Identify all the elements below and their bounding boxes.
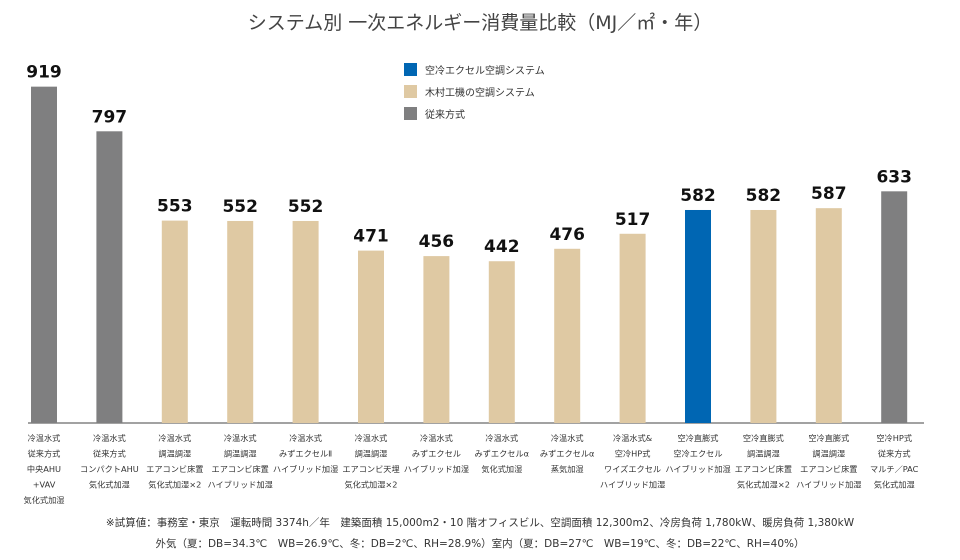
footnote-climate: 外気（夏：DB=34.3℃ WB=26.9℃、冬：DB=2℃、RH=28.9%）… — [155, 538, 805, 550]
category-label: 冷温水式 — [355, 433, 388, 443]
category-label: みずエクセルα — [540, 449, 595, 459]
category-label: 空冷エクセル — [673, 449, 722, 459]
bar-value-label: 797 — [92, 107, 128, 127]
bar-value-label: 471 — [353, 227, 389, 247]
bar-value-label: 633 — [876, 167, 912, 187]
category-label: エアコンビ床置 — [146, 464, 203, 474]
bar-value-label: 476 — [549, 225, 585, 245]
category-label: 調温調湿 — [747, 449, 780, 459]
category-label: 気化式加湿 — [874, 480, 915, 490]
category-label: 気化式加湿×2 — [344, 480, 397, 490]
legend-swatch — [404, 106, 417, 120]
legend-swatch — [404, 84, 417, 98]
category-label: 冷温水式 — [551, 433, 584, 443]
category-label: ハイブリッド加湿 — [208, 480, 273, 490]
bars-group — [31, 86, 908, 423]
legend-item: 木村工機の空調システム — [404, 81, 545, 101]
legend-item: 従来方式 — [404, 103, 545, 123]
bar — [31, 86, 57, 423]
category-label: 気化式加湿 — [481, 464, 522, 474]
category-label: 蒸気加湿 — [551, 464, 584, 474]
category-label: ハイブリッド加湿 — [665, 464, 730, 474]
bar — [96, 131, 123, 423]
category-label: 冷温水式 — [158, 433, 191, 443]
category-label: みずエクセルⅡ — [279, 449, 332, 459]
category-label: エアコンビ床置 — [212, 464, 269, 474]
legend-label: 空冷エクセル空調システム — [425, 65, 545, 77]
category-label: 従来方式 — [93, 449, 126, 459]
bar — [619, 233, 646, 423]
category-label: 空冷直膨式 — [808, 433, 849, 443]
bar — [554, 248, 581, 423]
category-label: ワイズエクセル — [604, 464, 661, 474]
category-label: +VAV — [33, 480, 56, 490]
bar — [423, 256, 450, 423]
category-label: ハイブリッド加湿 — [273, 464, 338, 474]
bar-value-label: 587 — [811, 184, 847, 204]
bar — [161, 220, 188, 423]
category-label: 冷温水式 — [485, 433, 518, 443]
bar-value-label: 552 — [288, 197, 324, 217]
bar — [227, 220, 254, 423]
category-label: 空冷HP式 — [876, 433, 912, 443]
category-label: 気化式加湿×2 — [148, 480, 201, 490]
bar-value-label: 553 — [157, 197, 193, 217]
bar — [488, 261, 515, 423]
legend: 空冷エクセル空調システム 木村工機の空調システム 従来方式 — [404, 59, 545, 125]
category-label: 調温調湿 — [158, 449, 191, 459]
category-label: コンパクトAHU — [80, 464, 139, 474]
category-label: 気化式加湿×2 — [737, 480, 790, 490]
category-label: ハイブリッド加湿 — [600, 480, 665, 490]
category-label: 中央AHU — [27, 464, 61, 474]
bar — [685, 209, 711, 423]
bar-value-label: 517 — [615, 210, 651, 230]
legend-swatch — [404, 62, 417, 76]
bar-value-label: 456 — [419, 232, 455, 252]
category-label: 調温調湿 — [224, 449, 257, 459]
category-label: ハイブリッド加湿 — [796, 480, 861, 490]
legend-item: 空冷エクセル空調システム — [404, 59, 545, 79]
bar — [815, 208, 842, 423]
category-label: 従来方式 — [878, 449, 911, 459]
category-label: 気化式加湿 — [24, 495, 65, 505]
category-label: 空冷直膨式 — [678, 433, 719, 443]
category-label: 冷温水式 — [224, 433, 257, 443]
category-label: 空冷HP式 — [615, 449, 651, 459]
bar — [750, 209, 777, 423]
bar-value-label: 582 — [680, 186, 716, 206]
bar — [358, 250, 384, 423]
legend-label: 木村工機の空調システム — [425, 87, 535, 99]
category-label: エアコンビ床置 — [800, 464, 857, 474]
bar — [881, 191, 908, 423]
category-label: マルチ／PAC — [870, 464, 919, 474]
category-label: 調温調湿 — [355, 449, 388, 459]
category-label: 冷温水式 — [28, 433, 61, 443]
category-label: 冷温水式 — [420, 433, 453, 443]
category-label: みずエクセルα — [475, 449, 530, 459]
bar-value-label: 919 — [26, 63, 62, 83]
legend-label: 従来方式 — [425, 109, 465, 121]
category-label: みずエクセル — [412, 449, 461, 459]
bar — [292, 220, 319, 423]
bar-value-label: 582 — [746, 186, 782, 206]
category-label: 冷温水式 — [289, 433, 322, 443]
bar-value-label: 442 — [484, 237, 520, 257]
category-label: エアコンビ床置 — [735, 464, 792, 474]
value-labels-group: 919 797 553 552 552 471 456 442 476 517 582 582 587 6… — [26, 63, 912, 258]
bar-value-label: 552 — [222, 197, 258, 217]
category-label: 冷温水式& — [613, 433, 653, 443]
category-label: 冷温水式 — [93, 433, 126, 443]
category-label: ハイブリッド加湿 — [404, 464, 469, 474]
category-label: 調温調湿 — [812, 449, 845, 459]
category-label: 従来方式 — [28, 449, 61, 459]
footnote-conditions: ※試算値：事務室・東京 運転時間 3374h／年 建築面積 15,000m2・1… — [105, 517, 855, 529]
chart-title: システム別 一次エネルギー消費量比較（MJ／㎡・年） — [247, 12, 713, 34]
category-label: 気化式加湿 — [89, 480, 130, 490]
category-label: エアコンビ天埋 — [342, 464, 399, 474]
category-label: 空冷直膨式 — [743, 433, 784, 443]
